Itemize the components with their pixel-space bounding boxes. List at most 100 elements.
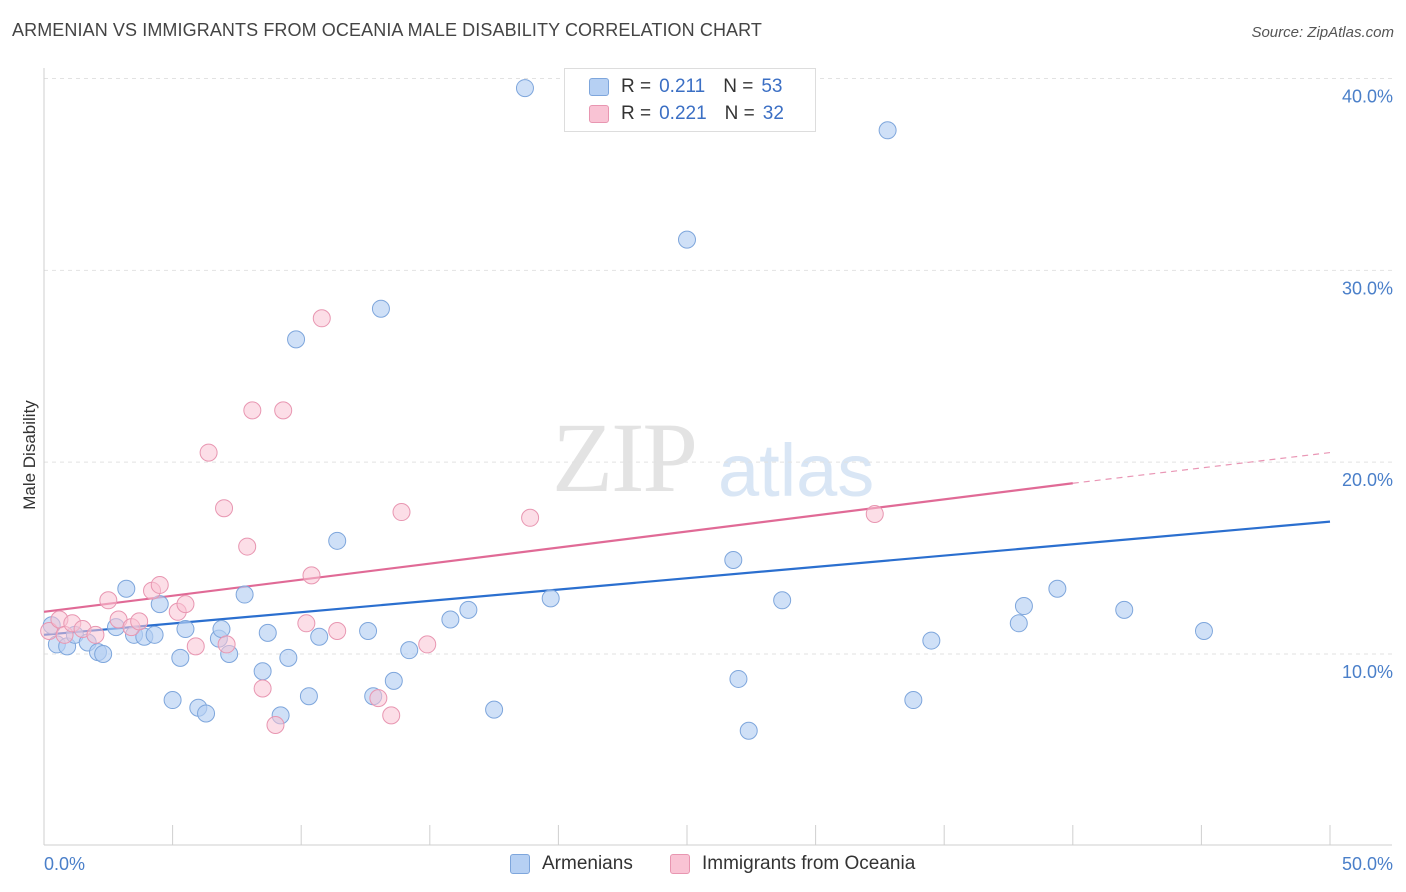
- point-oceania: [253, 679, 272, 698]
- y-tick-label: 40.0%: [1342, 87, 1393, 107]
- point-oceania: [266, 715, 285, 734]
- point-armenians: [359, 621, 378, 640]
- legend-row-oceania: R = 0.221 N = 32: [589, 103, 784, 125]
- point-armenians: [176, 620, 195, 639]
- point-armenians: [117, 579, 136, 598]
- point-oceania: [274, 401, 293, 420]
- watermark-zip: ZIP: [552, 402, 698, 513]
- point-oceania: [199, 443, 218, 462]
- point-oceania: [130, 612, 149, 631]
- point-armenians: [197, 704, 216, 723]
- point-armenians: [145, 625, 164, 644]
- legend-swatch-armenians: [510, 854, 530, 874]
- point-oceania: [382, 706, 401, 725]
- point-armenians: [253, 662, 272, 681]
- point-oceania: [99, 591, 118, 610]
- point-armenians: [1048, 579, 1067, 598]
- legend-label-armenians: Armenians: [542, 853, 633, 874]
- series-legend: Armenians Immigrants from Oceania: [0, 853, 1406, 877]
- point-armenians: [1014, 597, 1033, 616]
- legend-item-armenians[interactable]: Armenians: [510, 853, 633, 875]
- legend-r-value: 0.211: [659, 76, 706, 97]
- point-armenians: [287, 330, 306, 349]
- point-armenians: [279, 648, 298, 667]
- point-oceania: [215, 499, 234, 518]
- legend-r-value: 0.221: [659, 103, 707, 124]
- point-armenians: [150, 595, 169, 614]
- point-armenians: [384, 671, 403, 690]
- point-oceania: [328, 621, 347, 640]
- point-armenians: [515, 79, 534, 98]
- point-armenians: [678, 230, 696, 249]
- trend-line-oceania: [43, 482, 1073, 613]
- watermark-atlas: atlas: [718, 429, 875, 512]
- point-armenians: [541, 589, 560, 608]
- point-oceania: [392, 503, 411, 522]
- point-oceania: [418, 635, 437, 654]
- legend-label-oceania: Immigrants from Oceania: [702, 853, 916, 874]
- legend-swatch-armenians: [589, 78, 609, 96]
- point-armenians: [235, 585, 254, 604]
- point-oceania: [302, 566, 321, 585]
- point-armenians: [1194, 621, 1213, 640]
- x-tick-label-max: 50.0%: [1342, 854, 1393, 874]
- point-oceania: [150, 575, 169, 594]
- series-armenians: [42, 79, 1213, 740]
- trend-line-oceania-extension: [1072, 451, 1331, 484]
- point-oceania: [369, 689, 388, 708]
- trend-line-armenians: [43, 520, 1331, 636]
- x-tick-label-min: 0.0%: [44, 854, 85, 874]
- source-label: Source: ZipAtlas.com: [1251, 24, 1394, 41]
- series-oceania: [40, 309, 884, 734]
- correlation-legend: R = 0.211 N = 53 R = 0.221 N = 32: [564, 68, 816, 132]
- point-armenians: [371, 299, 390, 318]
- chart-title: ARMENIAN VS IMMIGRANTS FROM OCEANIA MALE…: [12, 20, 763, 40]
- tick-labels: 10.0% 20.0% 30.0% 40.0% 0.0% 50.0%: [44, 87, 1393, 875]
- point-armenians: [328, 531, 347, 550]
- axes: [43, 68, 1392, 846]
- grid-lines: [44, 78, 1392, 655]
- legend-r-label: R =: [621, 76, 652, 97]
- point-armenians: [310, 627, 329, 646]
- point-armenians: [212, 620, 231, 639]
- y-tick-label: 20.0%: [1342, 470, 1393, 490]
- legend-n-value: 32: [762, 103, 784, 124]
- legend-row-armenians: R = 0.211 N = 53: [589, 76, 783, 98]
- point-armenians: [904, 691, 923, 710]
- point-armenians: [1009, 614, 1028, 633]
- legend-n-label: N =: [724, 103, 755, 124]
- point-oceania: [297, 614, 316, 633]
- point-oceania: [86, 625, 105, 644]
- point-oceania: [243, 401, 262, 420]
- point-armenians: [299, 687, 318, 706]
- legend-swatch-oceania: [589, 105, 609, 123]
- y-tick-label: 10.0%: [1342, 662, 1393, 682]
- point-armenians: [459, 600, 478, 619]
- point-oceania: [312, 309, 331, 328]
- legend-item-oceania[interactable]: Immigrants from Oceania: [670, 853, 915, 875]
- legend-n-value: 53: [761, 76, 783, 97]
- point-armenians: [171, 648, 190, 667]
- point-oceania: [865, 504, 884, 523]
- point-armenians: [485, 700, 504, 719]
- point-armenians: [400, 641, 419, 660]
- point-armenians: [739, 721, 758, 740]
- point-armenians: [724, 551, 743, 570]
- point-oceania: [217, 635, 236, 654]
- legend-r-label: R =: [621, 103, 652, 124]
- point-oceania: [521, 508, 540, 527]
- point-oceania: [238, 537, 257, 556]
- point-armenians: [1115, 600, 1134, 619]
- point-armenians: [94, 645, 113, 663]
- point-armenians: [441, 610, 460, 629]
- point-armenians: [729, 669, 748, 688]
- point-armenians: [258, 623, 277, 642]
- point-oceania: [176, 595, 195, 614]
- point-armenians: [773, 591, 792, 610]
- legend-n-label: N =: [723, 76, 754, 97]
- point-armenians: [163, 691, 182, 710]
- point-armenians: [878, 121, 897, 140]
- legend-swatch-oceania: [670, 854, 690, 874]
- y-tick-label: 30.0%: [1342, 278, 1393, 298]
